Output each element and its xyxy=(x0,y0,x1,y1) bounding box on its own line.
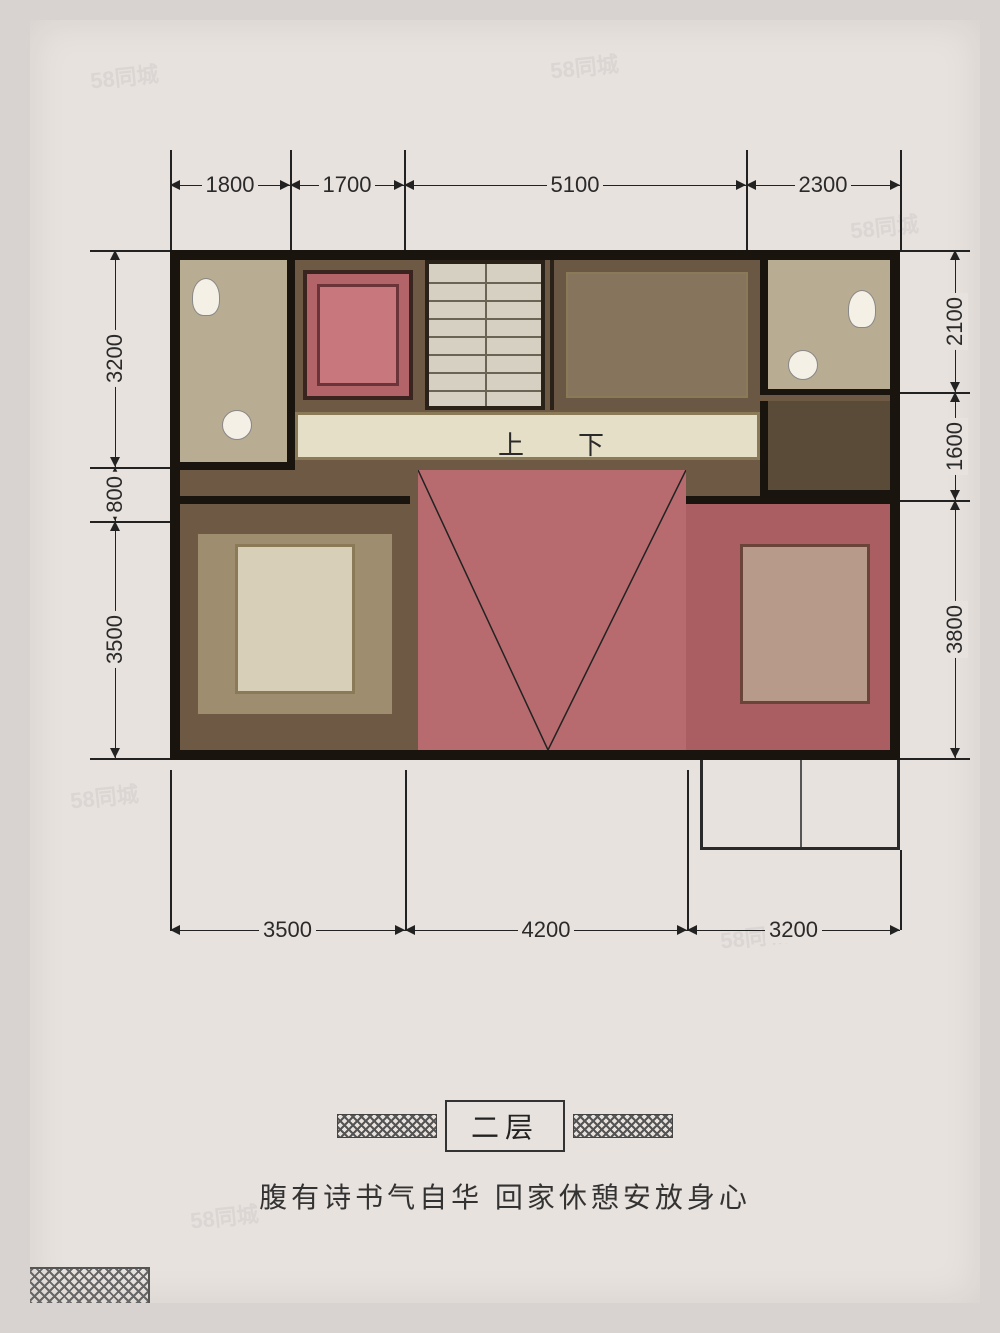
dim-bottom-0: 3500 xyxy=(170,915,405,945)
toilet-icon xyxy=(848,290,876,328)
watermark: 58同城 xyxy=(849,207,920,246)
tagline: 腹有诗书气自华 回家休憩安放身心 xyxy=(30,1176,980,1216)
dim-bottom-2: 3200 xyxy=(687,915,900,945)
dim-top-2: 5100 xyxy=(404,170,746,200)
void-fold-line xyxy=(418,470,686,750)
balcony xyxy=(700,760,900,850)
dim-label: 2300 xyxy=(795,172,852,198)
paper-sheet: 58同城 58同城 58同城 58同城 58同城 58同城 58同城 1800 … xyxy=(30,20,980,1303)
dim-ext xyxy=(746,150,748,250)
sink-icon xyxy=(788,350,818,380)
dim-ext xyxy=(687,770,689,930)
dim-right-2: 3800 xyxy=(940,500,970,758)
dim-ext xyxy=(900,850,902,930)
dim-left-1: 800 xyxy=(100,467,130,521)
dim-ext xyxy=(290,150,292,250)
room-lounge xyxy=(550,260,760,410)
title-row: 二层 xyxy=(30,1100,980,1152)
dim-ext xyxy=(405,770,407,930)
watermark: 58同城 xyxy=(69,777,140,816)
sink-icon xyxy=(222,410,252,440)
dim-label: 5100 xyxy=(547,172,604,198)
room-elevator xyxy=(303,270,413,400)
dim-label: 2100 xyxy=(942,293,968,350)
dim-label: 1700 xyxy=(319,172,376,198)
dim-label: 4200 xyxy=(518,917,575,943)
footer-hatch xyxy=(30,1267,150,1303)
stair-divider xyxy=(485,264,487,406)
dim-left-2: 3500 xyxy=(100,521,130,758)
hatch-decoration xyxy=(337,1114,437,1138)
dim-ext xyxy=(170,150,172,250)
lounge-rug xyxy=(566,272,748,398)
elevator-car xyxy=(317,284,399,386)
watermark: 58同城 xyxy=(89,57,160,96)
title-block: 二层 腹有诗书气自华 回家休憩安放身心 xyxy=(30,1100,980,1216)
dim-label: 1800 xyxy=(202,172,259,198)
floor-label: 二层 xyxy=(445,1100,565,1152)
dim-top-1: 1700 xyxy=(290,170,404,200)
dim-top-3: 2300 xyxy=(746,170,900,200)
hallway: 上 下 xyxy=(295,412,760,460)
dim-ext xyxy=(170,770,172,930)
balcony-divider xyxy=(800,760,802,847)
dim-left-0: 3200 xyxy=(100,250,130,467)
dim-ext xyxy=(90,758,170,760)
room-staircase xyxy=(425,260,545,410)
dim-ext xyxy=(404,150,406,250)
room-closet-right xyxy=(760,401,890,496)
dim-label: 3500 xyxy=(102,611,128,668)
dim-top-0: 1800 xyxy=(170,170,290,200)
bed-icon xyxy=(235,544,355,694)
watermark: 58同城 xyxy=(549,47,620,86)
dim-label: 3200 xyxy=(765,917,822,943)
dim-right-1: 1600 xyxy=(940,392,970,500)
dim-label: 1600 xyxy=(942,418,968,475)
bed-icon xyxy=(740,544,870,704)
dim-label: 3200 xyxy=(102,330,128,387)
dim-label: 3800 xyxy=(942,601,968,658)
dim-ext xyxy=(900,150,902,250)
dim-label: 3500 xyxy=(259,917,316,943)
floorplan: 上 下 xyxy=(170,250,900,760)
room-bedroom-right xyxy=(686,496,890,750)
dim-right-0: 2100 xyxy=(940,250,970,392)
hatch-decoration xyxy=(573,1114,673,1138)
toilet-icon xyxy=(192,278,220,316)
dim-bottom-1: 4200 xyxy=(405,915,687,945)
room-bedroom-left xyxy=(180,496,410,750)
dim-ext xyxy=(900,758,970,760)
hall-label-up: 上 xyxy=(498,425,524,462)
room-bathroom-left xyxy=(180,260,295,470)
hall-label-down: 下 xyxy=(578,425,604,462)
room-bathroom-right xyxy=(760,260,890,395)
dim-label: 800 xyxy=(102,472,128,517)
